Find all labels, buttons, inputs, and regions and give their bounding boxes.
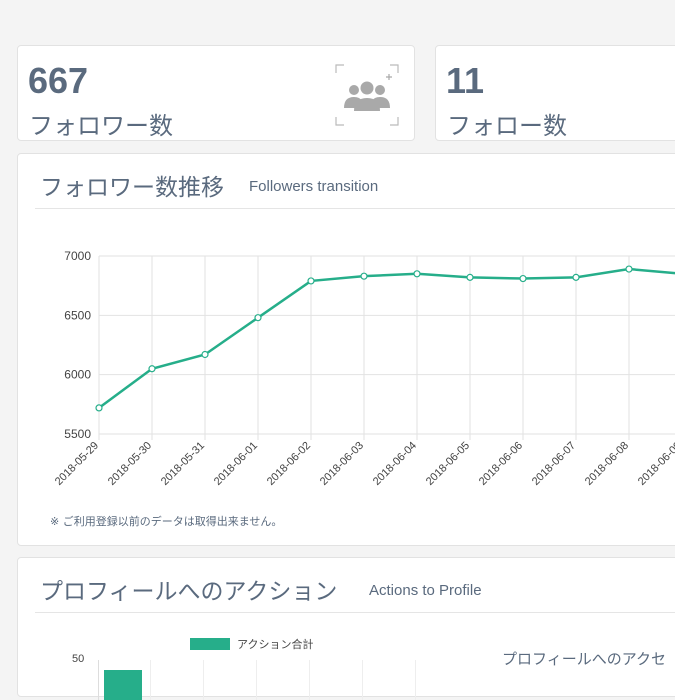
following-count-card: 11 フォロー数	[435, 45, 675, 141]
followers-data-point	[95, 404, 103, 412]
data-availability-note: ※ ご利用登録以前のデータは取得出来ません。	[50, 515, 283, 528]
actions-to-profile-card: プロフィールへのアクション Actions to Profile アクション合計…	[17, 557, 675, 700]
x-tick-label: 2018-05-30	[106, 440, 154, 488]
followers-transition-divider	[35, 208, 675, 209]
y-tick-label: 6000	[64, 368, 91, 382]
y-tick-label: 6500	[64, 308, 91, 322]
actions-to-profile-subtitle: Actions to Profile	[369, 582, 482, 599]
actions-legend-swatch	[190, 638, 230, 650]
followers-data-point	[201, 350, 209, 359]
actions-to-profile-divider	[35, 612, 675, 613]
followers-data-point	[307, 277, 315, 285]
followers-transition-card: フォロワー数推移 Followers transition 5500 6000 65…	[17, 153, 675, 546]
x-tick-label: 2018-06-05	[424, 440, 472, 488]
followers-data-point	[519, 274, 527, 283]
followers-data-point	[572, 273, 580, 281]
x-tick-label: 2018-06-09	[636, 440, 675, 488]
following-count-label: フォロー数	[447, 112, 567, 140]
followers-count-card: 667 フォロワー数	[17, 45, 415, 141]
actions-bar-chart-grid	[98, 660, 448, 700]
followers-data-point	[148, 365, 156, 373]
x-tick-label: 2018-06-06	[477, 440, 525, 488]
following-count-value: 11	[446, 60, 485, 101]
x-tick-label: 2018-06-02	[265, 440, 313, 488]
followers-transition-title: フォロワー数推移	[40, 175, 224, 201]
actions-legend-label: アクション合計	[237, 638, 314, 651]
profile-access-title: プロフィールへのアクセ	[502, 650, 666, 668]
followers-data-point	[360, 272, 368, 280]
followers-data-point	[254, 314, 262, 322]
followers-data-point	[413, 270, 421, 278]
x-tick-label: 2018-06-03	[318, 440, 366, 488]
followers-count-label: フォロワー数	[29, 112, 173, 140]
x-tick-label: 2018-06-04	[371, 440, 419, 488]
followers-add-icon	[334, 63, 400, 127]
y-tick-label: 7000	[64, 249, 91, 263]
followers-data-point	[625, 265, 633, 273]
x-tick-label: 2018-06-01	[212, 440, 260, 488]
followers-series-line	[98, 267, 675, 409]
x-tick-label: 2018-05-29	[53, 440, 101, 488]
followers-data-point	[466, 273, 474, 281]
actions-y-tick: 50	[72, 653, 85, 665]
y-tick-label: 5500	[64, 427, 91, 441]
actions-to-profile-title: プロフィールへのアクション	[40, 579, 338, 605]
followers-transition-subtitle: Followers transition	[249, 178, 379, 195]
followers-count-value: 667	[28, 60, 89, 101]
x-tick-label: 2018-05-31	[159, 440, 207, 488]
x-tick-label: 2018-06-07	[530, 440, 578, 488]
x-tick-label: 2018-06-08	[583, 440, 631, 488]
